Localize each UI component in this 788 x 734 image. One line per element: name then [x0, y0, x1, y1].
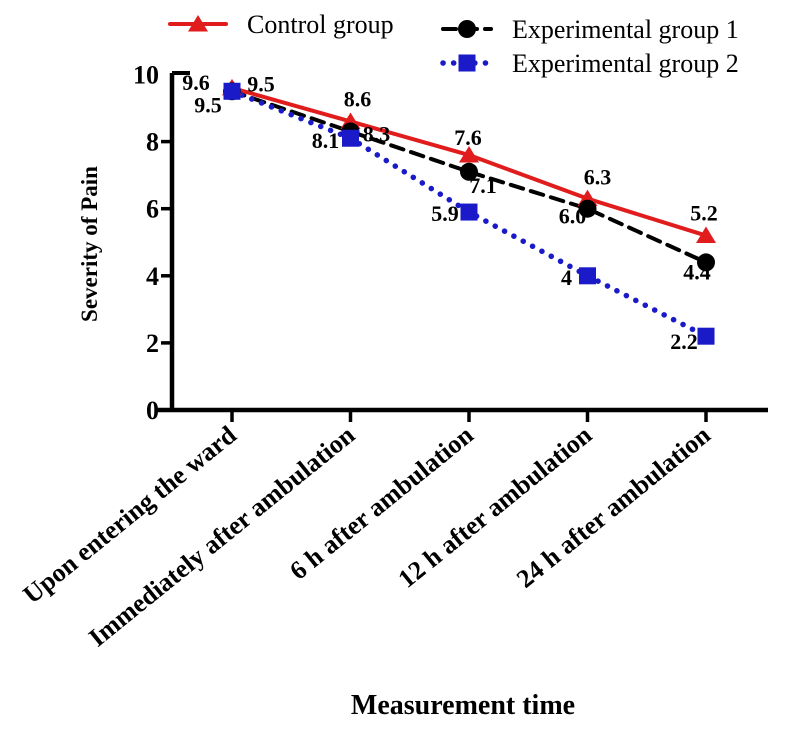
x-category-label: 12 h after ambulation	[392, 420, 597, 594]
y-tick-label: 0	[146, 396, 159, 425]
y-tick-label: 6	[146, 195, 159, 224]
legend-circle-marker	[458, 20, 476, 38]
triangle-marker	[696, 226, 716, 244]
x-category-label: Upon entering the ward	[18, 420, 243, 610]
data-point-label: 7.1	[469, 173, 497, 198]
circle-marker	[460, 162, 478, 181]
y-tick-label: 2	[146, 329, 159, 358]
square-marker	[342, 129, 359, 147]
data-point-label: 5.2	[690, 201, 718, 226]
data-point-label: 6.0	[559, 204, 587, 229]
legend-label: Control group	[247, 10, 394, 39]
circle-marker	[697, 253, 715, 272]
square-marker	[223, 82, 241, 100]
y-tick-label: 8	[146, 128, 159, 157]
data-point-label: 7.6	[454, 125, 482, 150]
circle-marker	[578, 199, 597, 218]
data-point-label: 9.6	[182, 70, 210, 95]
triangle-marker	[459, 146, 479, 163]
data-point-label: 2.2	[670, 329, 698, 354]
x-axis-title: Measurement time	[351, 690, 575, 721]
square-marker	[460, 203, 478, 221]
data-point-label: 6.3	[584, 165, 612, 190]
legend-triangle-marker	[188, 15, 208, 32]
data-point-label: 4.4	[683, 259, 711, 284]
data-point-label: 9.5	[247, 71, 275, 96]
legend-label: Experimental group 2	[512, 49, 739, 78]
y-tick-label: 10	[133, 61, 159, 90]
y-axis-title: Severity of Pain	[77, 166, 102, 322]
legend-label: Experimental group 1	[512, 15, 739, 44]
square-marker	[697, 327, 715, 345]
data-point-label: 8.3	[363, 122, 391, 147]
x-category-label: 24 h after ambulation	[511, 420, 716, 594]
legend-square-marker	[458, 54, 476, 72]
data-point-label: 4	[561, 265, 572, 290]
data-point-label: 8.6	[344, 86, 372, 111]
square-marker	[579, 267, 596, 285]
y-tick-label: 4	[146, 262, 159, 291]
data-point-label: 8.1	[312, 128, 340, 153]
data-point-label: 5.9	[431, 201, 459, 226]
data-point-label: 9.5	[194, 92, 222, 117]
